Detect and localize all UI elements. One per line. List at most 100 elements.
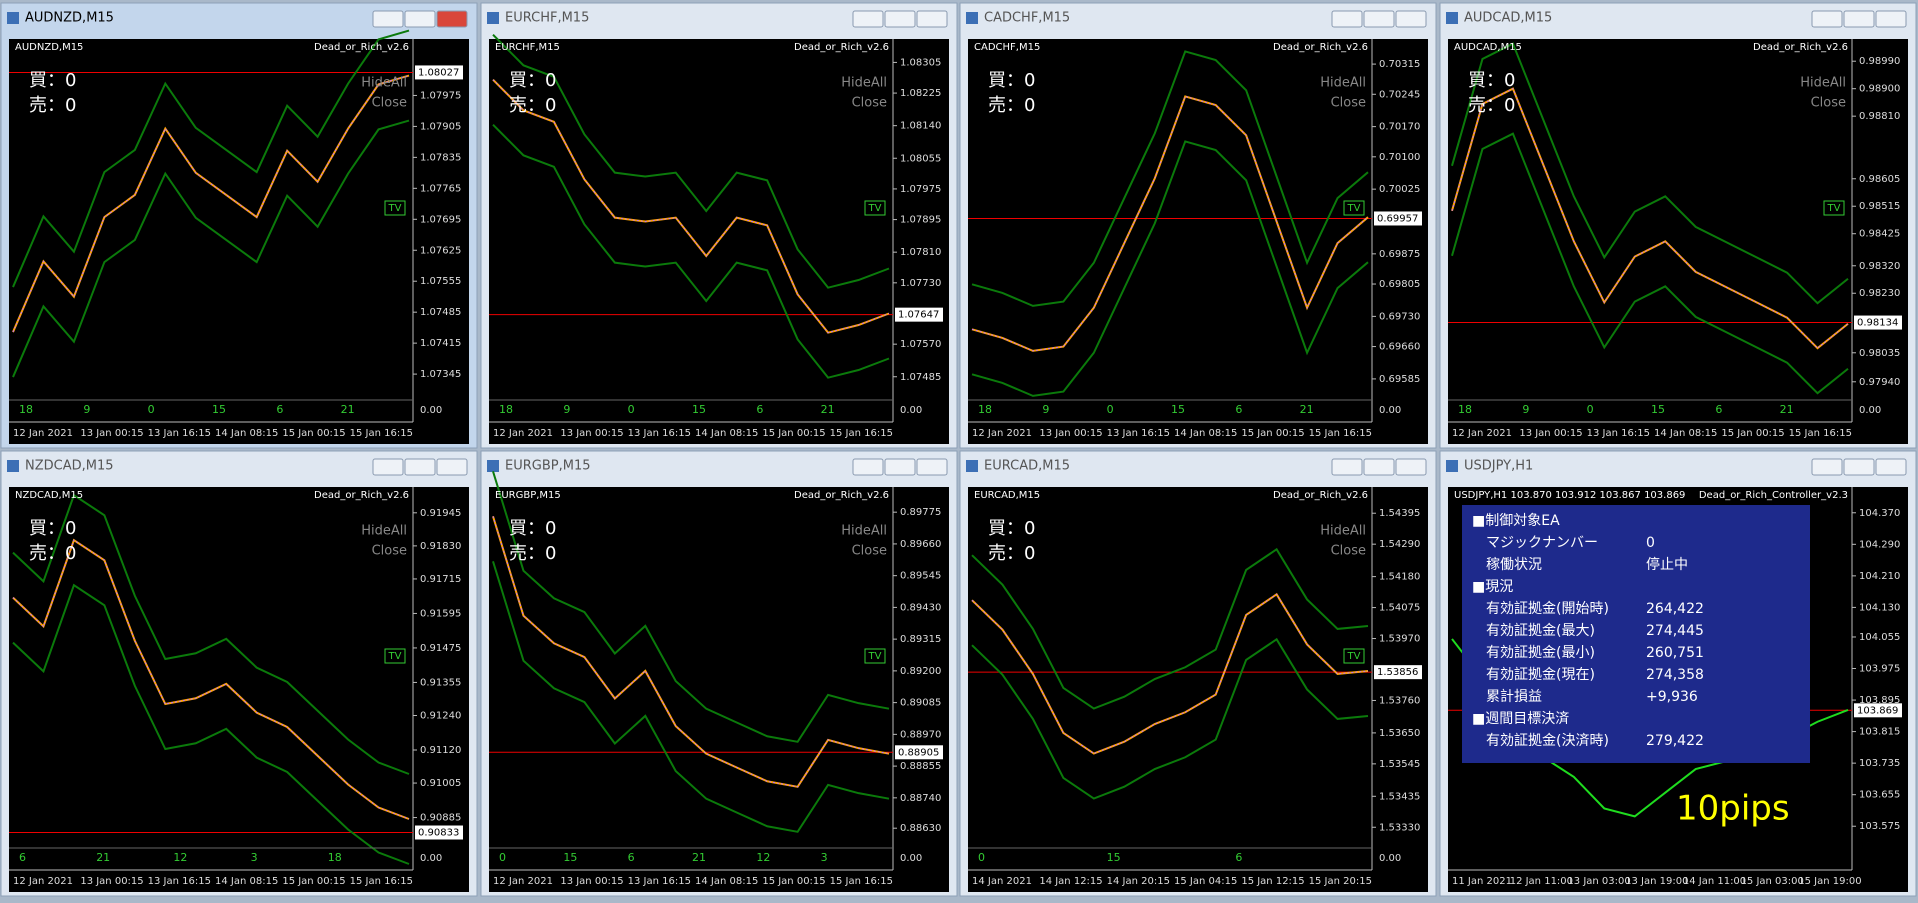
close-all-button[interactable]: Close xyxy=(1331,96,1366,111)
minimize-button[interactable] xyxy=(852,458,884,476)
sell-count: 売：0 xyxy=(1468,95,1515,116)
price-tick-label: 0.70025 xyxy=(1379,184,1420,195)
ea-label: Dead_or_Rich_v2.6 xyxy=(1753,42,1848,53)
window-title: AUDCAD,M15 xyxy=(1464,11,1552,26)
price-tick-label: 1.08140 xyxy=(900,121,941,132)
window-icon xyxy=(1446,12,1458,24)
minimize-button[interactable] xyxy=(1811,10,1843,28)
close-button[interactable] xyxy=(916,10,948,28)
hide-all-button[interactable]: HideAll xyxy=(1800,76,1846,91)
controller-panel xyxy=(1462,505,1810,763)
close-button[interactable] xyxy=(916,458,948,476)
close-all-button[interactable]: Close xyxy=(852,544,887,559)
maximize-button[interactable] xyxy=(404,10,436,28)
buy-count: 買：0 xyxy=(988,518,1035,539)
chart-area[interactable] xyxy=(9,487,469,892)
hour-label: 18 xyxy=(19,403,33,416)
tv-button[interactable] xyxy=(864,648,886,664)
close-button[interactable] xyxy=(436,10,468,28)
date-label: 15 Jan 16:15 xyxy=(1789,428,1852,439)
close-button[interactable] xyxy=(436,458,468,476)
close-button[interactable] xyxy=(1875,458,1907,476)
close-all-button[interactable]: Close xyxy=(1811,96,1846,111)
buy-count: 買：0 xyxy=(509,70,556,91)
hour-label: 6 xyxy=(628,851,635,864)
close-all-button[interactable]: Close xyxy=(1331,544,1366,559)
price-tick-label: 1.07570 xyxy=(900,339,941,350)
tv-label: TV xyxy=(1827,203,1841,214)
maximize-button[interactable] xyxy=(1843,458,1875,476)
price-tick-label: 104.290 xyxy=(1859,539,1900,550)
date-label: 12 Jan 2021 xyxy=(493,876,553,887)
date-label: 15 Jan 00:15 xyxy=(762,876,825,887)
price-tick-label: 0.89200 xyxy=(900,666,941,677)
price-tick-label: 0.70100 xyxy=(1379,152,1420,163)
minimize-button[interactable] xyxy=(852,10,884,28)
tv-button[interactable] xyxy=(1823,200,1845,216)
maximize-button[interactable] xyxy=(1363,458,1395,476)
close-button[interactable] xyxy=(1395,458,1427,476)
chart-area[interactable] xyxy=(968,39,1428,444)
panel-value: 279,422 xyxy=(1646,733,1704,749)
close-all-button[interactable]: Close xyxy=(372,544,407,559)
hide-all-button[interactable]: HideAll xyxy=(1320,524,1366,539)
close-button[interactable] xyxy=(1395,10,1427,28)
price-tick-label: 0.98990 xyxy=(1859,56,1900,67)
price-tick-label: 0.88630 xyxy=(900,823,941,834)
chart-window: EURCHF,M15 1.08305 1.08225 1.08140 1.08055 1.… xyxy=(480,2,958,449)
minimize-button[interactable] xyxy=(372,458,404,476)
hide-all-button[interactable]: HideAll xyxy=(361,76,407,91)
close-all-button[interactable]: Close xyxy=(852,96,887,111)
hide-all-button[interactable]: HideAll xyxy=(1320,76,1366,91)
maximize-button[interactable] xyxy=(404,458,436,476)
date-label: 14 Jan 08:15 xyxy=(695,428,758,439)
tv-button[interactable] xyxy=(864,200,886,216)
minimize-button[interactable] xyxy=(1811,458,1843,476)
current-price-box xyxy=(1374,665,1422,680)
panel-label: ■週間目標決済 xyxy=(1472,711,1569,727)
tv-button[interactable] xyxy=(384,648,406,664)
date-label: 13 Jan 16:15 xyxy=(1587,428,1650,439)
minimize-button[interactable] xyxy=(1331,10,1363,28)
price-tick-label: 1.07835 xyxy=(420,152,461,163)
hour-label: 3 xyxy=(251,851,258,864)
maximize-button[interactable] xyxy=(884,10,916,28)
maximize-button[interactable] xyxy=(1363,10,1395,28)
tv-button[interactable] xyxy=(1343,648,1365,664)
price-tick-label: 103.575 xyxy=(1859,821,1900,832)
hide-all-button[interactable]: HideAll xyxy=(361,524,407,539)
maximize-button[interactable] xyxy=(1843,10,1875,28)
bollinger-upper xyxy=(492,33,890,289)
price-tick-label: 0.90885 xyxy=(420,813,461,824)
hide-all-button[interactable]: HideAll xyxy=(841,76,887,91)
chart-area[interactable] xyxy=(9,39,469,444)
chart-area[interactable] xyxy=(968,487,1428,892)
maximize-button[interactable] xyxy=(884,458,916,476)
tv-button[interactable] xyxy=(384,200,406,216)
price-tick-label: 1.53650 xyxy=(1379,728,1420,739)
price-tick-label: 1.08305 xyxy=(900,57,941,68)
panel-value: +9,936 xyxy=(1646,689,1698,705)
bollinger-lower xyxy=(1451,132,1849,395)
date-label: 15 Jan 16:15 xyxy=(350,876,413,887)
tv-label: TV xyxy=(388,651,402,662)
chart-area[interactable] xyxy=(1448,39,1908,444)
window-title: EURCAD,M15 xyxy=(984,459,1070,474)
buy-count: 買：0 xyxy=(988,70,1035,91)
date-label: 12 Jan 11:00 xyxy=(1510,876,1573,887)
chart-area[interactable] xyxy=(489,487,949,892)
hour-label: 15 xyxy=(1651,403,1665,416)
price-tick-label: 1.07765 xyxy=(420,183,461,194)
tv-label: TV xyxy=(1347,651,1361,662)
minimize-button[interactable] xyxy=(1331,458,1363,476)
price-tick-label: 0.91945 xyxy=(420,508,461,519)
price-tick-label: 104.055 xyxy=(1859,632,1900,643)
minimize-button[interactable] xyxy=(372,10,404,28)
date-label: 15 Jan 20:15 xyxy=(1309,876,1372,887)
price-tick-label: 0.91355 xyxy=(420,677,461,688)
tv-button[interactable] xyxy=(1343,200,1365,216)
date-label: 15 Jan 00:15 xyxy=(1241,428,1304,439)
close-all-button[interactable]: Close xyxy=(372,96,407,111)
close-button[interactable] xyxy=(1875,10,1907,28)
hide-all-button[interactable]: HideAll xyxy=(841,524,887,539)
